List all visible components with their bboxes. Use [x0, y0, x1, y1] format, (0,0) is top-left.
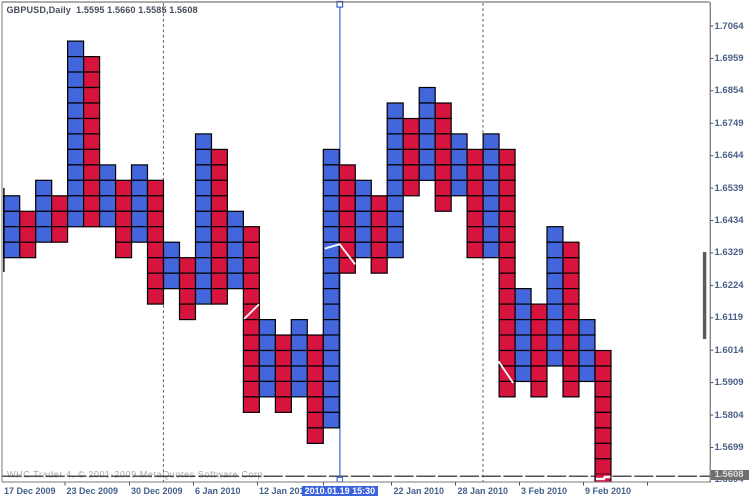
svg-text:WHC Trader 4, © 2001-2009 Meta: WHC Trader 4, © 2001-2009 MetaQuotes Sof… — [7, 470, 266, 480]
